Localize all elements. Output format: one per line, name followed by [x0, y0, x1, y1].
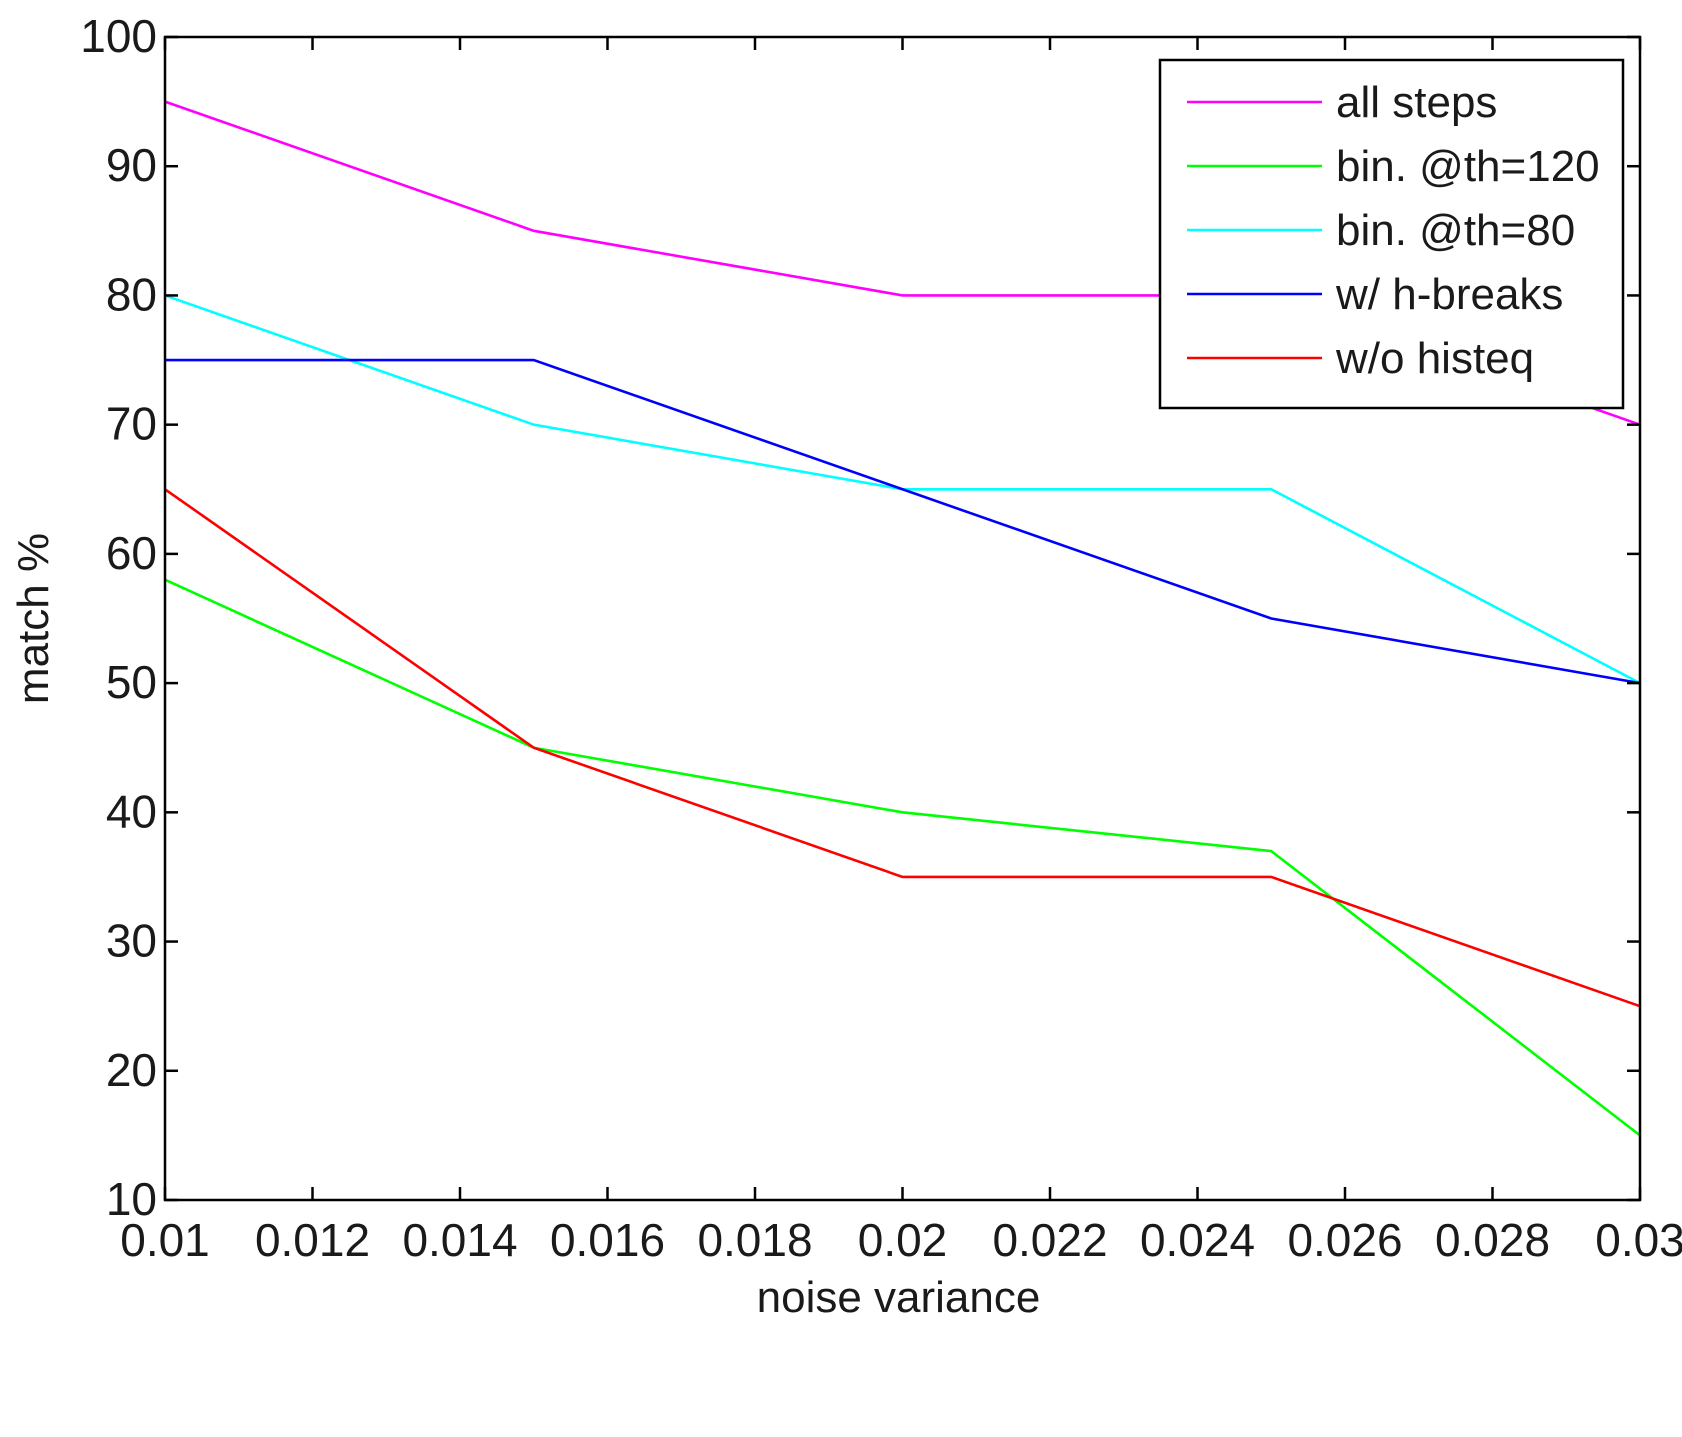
legend-label: w/o histeq [1335, 334, 1534, 383]
x-tick-label: 0.014 [402, 1214, 517, 1266]
x-tick-label: 0.012 [255, 1214, 370, 1266]
x-tick-label: 0.03 [1595, 1214, 1682, 1266]
legend-label: all steps [1336, 78, 1497, 127]
legend-label: w/ h-breaks [1335, 270, 1563, 319]
legend [1158, 58, 1625, 410]
y-tick-label: 60 [106, 527, 157, 579]
x-tick-label: 0.02 [858, 1214, 948, 1266]
y-tick-label: 100 [80, 10, 157, 62]
x-axis-label: noise variance [757, 1273, 1041, 1322]
y-tick-label: 10 [106, 1173, 157, 1225]
x-tick-label: 0.016 [550, 1214, 665, 1266]
x-tick-label: 0.018 [697, 1214, 812, 1266]
y-tick-label: 70 [106, 398, 157, 450]
y-tick-label: 20 [106, 1044, 157, 1096]
y-tick-label: 40 [106, 785, 157, 837]
x-tick-label: 0.022 [992, 1214, 1107, 1266]
x-tick-label: 0.026 [1287, 1214, 1402, 1266]
legend-label: bin. @th=80 [1336, 206, 1575, 255]
legend-label: bin. @th=120 [1336, 142, 1600, 191]
y-axis-label: match % [9, 533, 58, 704]
y-tick-label: 80 [106, 268, 157, 320]
x-tick-label: 0.01 [120, 1214, 210, 1266]
y-tick-label: 30 [106, 915, 157, 967]
series-line-5 [164, 488, 1641, 1008]
series-line-2 [164, 578, 1641, 1137]
series-line-4 [165, 358, 1641, 685]
y-tick-label: 90 [106, 139, 157, 191]
x-tick-label: 0.028 [1435, 1214, 1550, 1266]
y-tick-label: 50 [106, 656, 157, 708]
x-tick-label: 0.024 [1140, 1214, 1255, 1266]
